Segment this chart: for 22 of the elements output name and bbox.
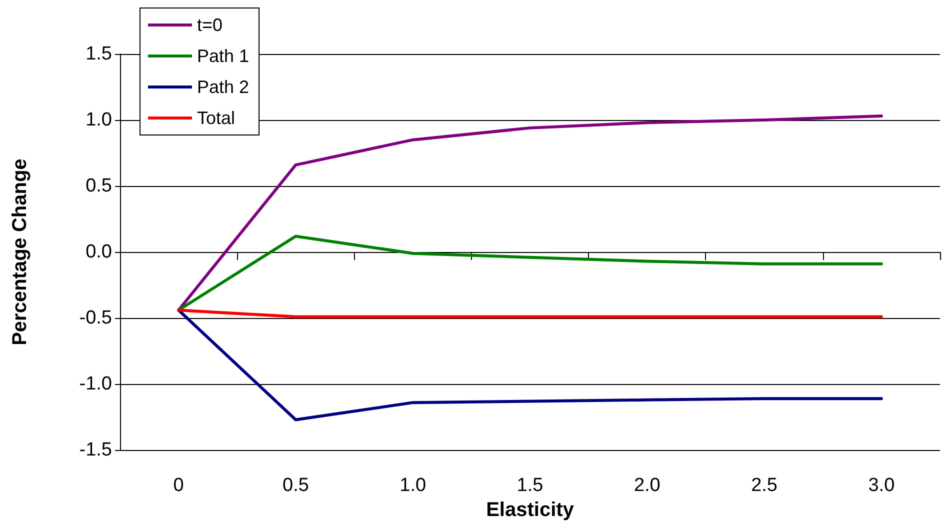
x-tick-label: 2.0 [634, 475, 660, 496]
y-tick-label: -0.5 [79, 308, 112, 329]
y-tick-label: 0.5 [86, 176, 112, 197]
x-tick-label: 2.5 [751, 475, 778, 496]
x-axis-title: Elasticity [486, 499, 575, 521]
legend-label: Path 1 [197, 46, 250, 66]
y-tick-label: -1.5 [79, 440, 112, 461]
legend-label: t=0 [197, 15, 223, 35]
x-tick-label: 3.0 [868, 475, 895, 496]
line-series [177, 308, 883, 422]
x-tick-label: 1.0 [400, 475, 426, 496]
y-tick-label: 1.5 [86, 44, 112, 64]
legend-label: Path 2 [197, 77, 250, 97]
y-axis-title: Percentage Change [9, 158, 31, 346]
x-tick-label: 0.5 [282, 475, 309, 496]
y-tick-label: -1.0 [79, 374, 112, 395]
y-tick-label: 1.0 [86, 110, 112, 131]
x-tick-label: 0 [173, 475, 184, 496]
line-series [177, 234, 883, 312]
y-tick-label: 0.0 [86, 242, 112, 263]
legend-label: Total [197, 108, 236, 128]
x-tick-label: 1.5 [516, 475, 544, 496]
